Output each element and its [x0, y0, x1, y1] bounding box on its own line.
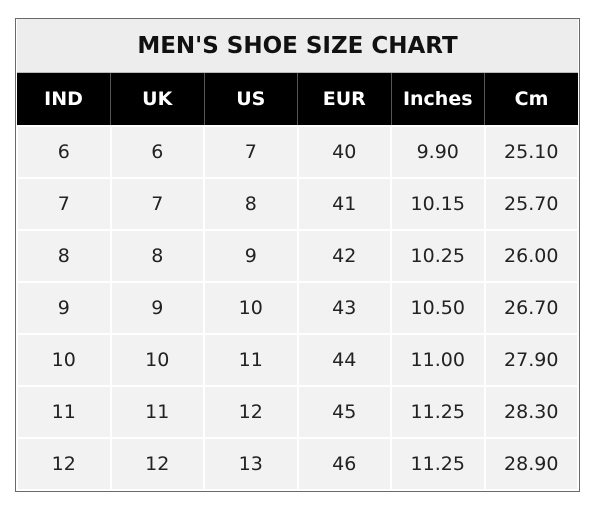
table-cell: 40: [296, 125, 392, 179]
table-cell: 11: [109, 385, 205, 439]
title-row: MEN'S SHOE SIZE CHART: [17, 19, 578, 73]
table-head: MEN'S SHOE SIZE CHART IND UK US EUR Inches Cm: [17, 19, 578, 126]
table-cell: 9: [16, 281, 112, 335]
table-cell: 43: [296, 281, 392, 335]
size-chart: MEN'S SHOE SIZE CHART IND UK US EUR Inches Cm…: [15, 18, 580, 492]
table-cell: 10: [203, 281, 299, 335]
table-cell: 7: [16, 177, 112, 231]
table-cell: 12: [109, 437, 205, 491]
table-cell: 10: [16, 333, 112, 387]
table-cell: 26.70: [483, 281, 579, 335]
table-cell: 12: [16, 437, 112, 491]
table-row: 10 10 11 44 11.00 27.90: [16, 333, 579, 387]
table-cell: 9: [203, 229, 299, 283]
table-cell: 6: [109, 125, 205, 179]
column-header: EUR: [297, 72, 392, 126]
table-row: 9 9 10 43 10.50 26.70: [16, 281, 579, 335]
table-row: 7 7 8 41 10.15 25.70: [16, 177, 579, 231]
table-cell: 10.25: [390, 229, 486, 283]
table-row: 11 11 12 45 11.25 28.30: [16, 385, 579, 439]
table-cell: 7: [203, 125, 299, 179]
table-cell: 27.90: [483, 333, 579, 387]
table-cell: 9: [109, 281, 205, 335]
table-cell: 9.90: [390, 125, 486, 179]
table-cell: 26.00: [483, 229, 579, 283]
table-cell: 28.90: [483, 437, 579, 491]
table-cell: 8: [16, 229, 112, 283]
table-cell: 42: [296, 229, 392, 283]
table-cell: 11: [203, 333, 299, 387]
table-cell: 25.70: [483, 177, 579, 231]
column-header: IND: [17, 72, 111, 126]
table-cell: 28.30: [483, 385, 579, 439]
size-table: MEN'S SHOE SIZE CHART IND UK US EUR Inches Cm…: [16, 19, 579, 491]
table-row: 12 12 13 46 11.25 28.90: [16, 437, 579, 491]
table-row: 6 6 7 40 9.90 25.10: [16, 125, 579, 179]
column-header: Inches: [391, 72, 485, 126]
table-cell: 7: [109, 177, 205, 231]
table-row: 8 8 9 42 10.25 26.00: [16, 229, 579, 283]
table-cell: 45: [296, 385, 392, 439]
table-cell: 25.10: [483, 125, 579, 179]
column-header: US: [204, 72, 298, 126]
table-body: 6 6 7 40 9.90 25.10 7 7 8 41 10.15 25.70 8 8 9 42 10.25 2…: [16, 125, 579, 491]
table-cell: 8: [203, 177, 299, 231]
table-cell: 41: [296, 177, 392, 231]
table-cell: 10.15: [390, 177, 486, 231]
table-cell: 11.25: [390, 437, 486, 491]
table-cell: 11.00: [390, 333, 486, 387]
table-cell: 6: [16, 125, 112, 179]
table-cell: 10: [109, 333, 205, 387]
table-title: MEN'S SHOE SIZE CHART: [17, 19, 578, 73]
table-cell: 46: [296, 437, 392, 491]
table-cell: 12: [203, 385, 299, 439]
table-cell: 11.25: [390, 385, 486, 439]
column-header: UK: [110, 72, 205, 126]
column-header: Cm: [484, 72, 578, 126]
table-cell: 8: [109, 229, 205, 283]
table-cell: 10.50: [390, 281, 486, 335]
header-row: IND UK US EUR Inches Cm: [17, 72, 578, 126]
table-cell: 44: [296, 333, 392, 387]
table-cell: 13: [203, 437, 299, 491]
table-cell: 11: [16, 385, 112, 439]
